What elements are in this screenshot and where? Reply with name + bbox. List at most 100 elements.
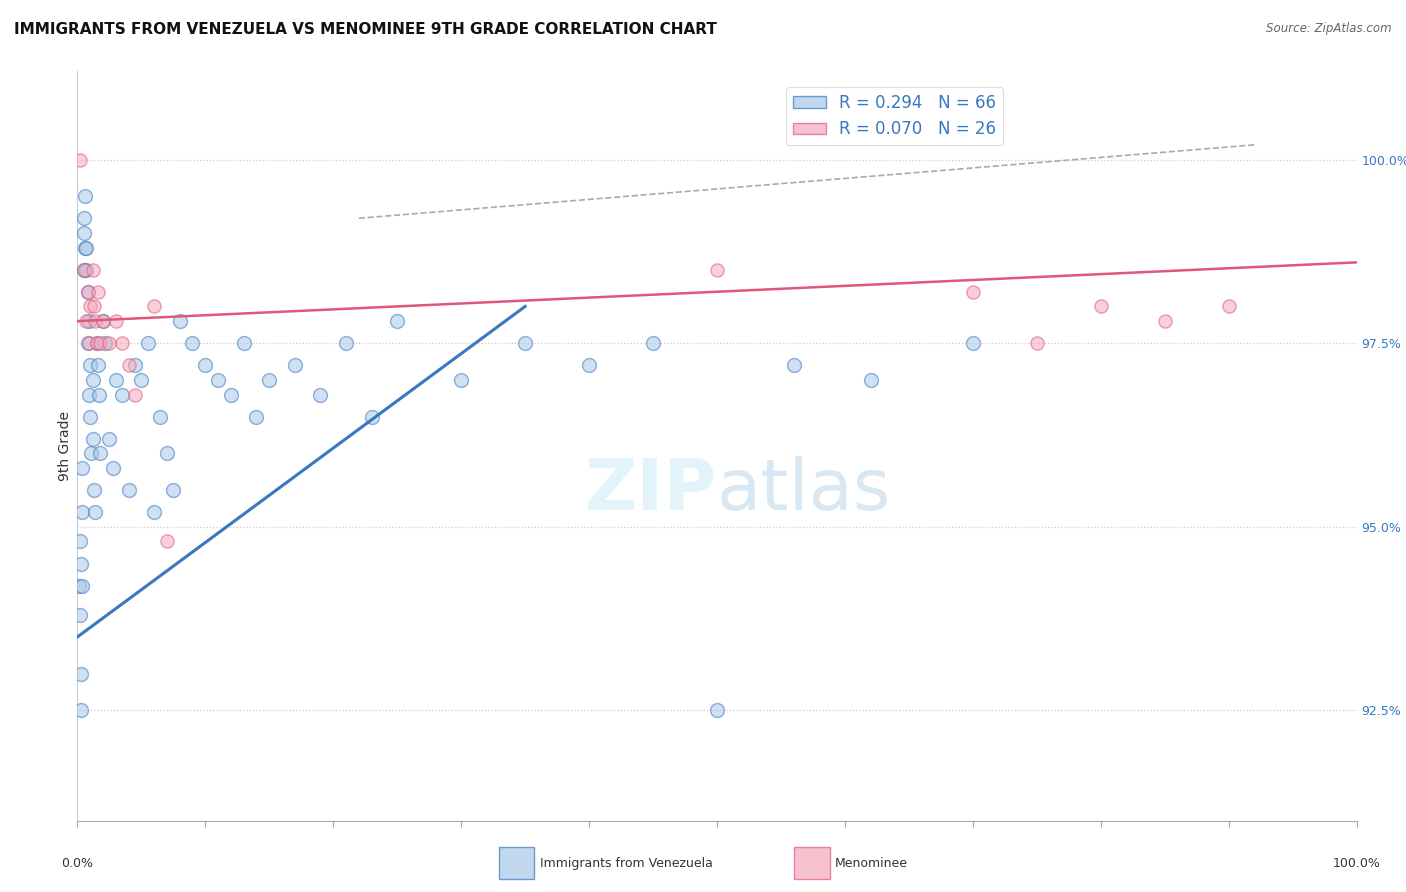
Point [360, 409, 382, 424]
Text: Menominee: Menominee [835, 857, 908, 870]
Point [783, 358, 806, 372]
Point [387, 314, 409, 328]
Point [111, 336, 134, 351]
Point [181, 336, 204, 351]
Point [75, 241, 97, 255]
Point [67, 578, 90, 592]
Point [156, 534, 179, 549]
Point [77, 336, 100, 351]
Point [706, 262, 728, 277]
Point [77, 314, 100, 328]
Point [89, 336, 111, 351]
Point [87, 387, 110, 401]
Point [1218, 300, 1240, 314]
Point [75, 314, 97, 328]
Point [94, 336, 117, 351]
Point [1026, 336, 1049, 351]
Point [149, 409, 172, 424]
Point [98, 336, 121, 351]
Point [859, 373, 882, 387]
Point [70, 703, 93, 717]
Point [162, 483, 184, 497]
Point [91, 314, 114, 328]
Point [104, 373, 127, 387]
Point [962, 336, 984, 351]
Point [76, 285, 98, 299]
Point [69, 534, 91, 549]
Point [72, 578, 94, 592]
Point [245, 409, 267, 424]
Point [86, 336, 108, 351]
Point [284, 358, 307, 372]
Point [98, 432, 121, 446]
Point [578, 358, 600, 372]
Point [87, 358, 110, 372]
Point [450, 373, 472, 387]
Point [79, 300, 101, 314]
Point [124, 358, 146, 372]
Point [87, 285, 110, 299]
Point [117, 358, 139, 372]
Point [72, 505, 94, 519]
Point [84, 314, 107, 328]
Point [69, 607, 91, 622]
Point [84, 505, 107, 519]
Point [219, 387, 242, 401]
Point [156, 446, 179, 460]
Point [77, 387, 100, 401]
Text: 0.0%: 0.0% [62, 857, 93, 871]
Point [232, 336, 254, 351]
Point [72, 461, 94, 475]
Text: Immigrants from Venezuela: Immigrants from Venezuela [540, 857, 713, 870]
Point [111, 387, 134, 401]
Point [207, 373, 229, 387]
Point [143, 300, 166, 314]
Text: Source: ZipAtlas.com: Source: ZipAtlas.com [1267, 22, 1392, 36]
Text: 100.0%: 100.0% [1333, 857, 1381, 871]
Point [73, 262, 96, 277]
Point [73, 226, 96, 240]
Point [82, 432, 104, 446]
Point [70, 666, 93, 681]
Point [89, 446, 111, 460]
Point [1090, 300, 1112, 314]
Point [69, 153, 91, 167]
Point [131, 373, 153, 387]
Text: IMMIGRANTS FROM VENEZUELA VS MENOMINEE 9TH GRADE CORRELATION CHART: IMMIGRANTS FROM VENEZUELA VS MENOMINEE 9… [14, 22, 717, 37]
Point [73, 189, 96, 203]
Point [101, 461, 124, 475]
Point [706, 703, 728, 717]
Point [143, 505, 166, 519]
Point [76, 336, 98, 351]
Point [79, 358, 101, 372]
Point [79, 409, 101, 424]
Point [73, 211, 96, 226]
Point [335, 336, 357, 351]
Point [194, 358, 217, 372]
Point [117, 483, 139, 497]
Point [83, 483, 105, 497]
Text: atlas: atlas [717, 457, 891, 525]
Point [643, 336, 665, 351]
Point [136, 336, 159, 351]
Text: ZIP: ZIP [585, 457, 717, 525]
Y-axis label: 9th Grade: 9th Grade [58, 411, 72, 481]
Point [259, 373, 281, 387]
Point [70, 557, 93, 571]
Point [80, 446, 103, 460]
Point [962, 285, 984, 299]
Point [104, 314, 127, 328]
Point [76, 285, 98, 299]
Point [83, 300, 105, 314]
Point [1154, 314, 1177, 328]
Point [86, 336, 108, 351]
Point [91, 314, 114, 328]
Point [75, 262, 97, 277]
Point [73, 241, 96, 255]
Point [124, 387, 146, 401]
Point [169, 314, 191, 328]
Point [309, 387, 332, 401]
Point [515, 336, 537, 351]
Legend: R = 0.294   N = 66, R = 0.070   N = 26: R = 0.294 N = 66, R = 0.070 N = 26 [786, 87, 1002, 145]
Point [82, 373, 104, 387]
